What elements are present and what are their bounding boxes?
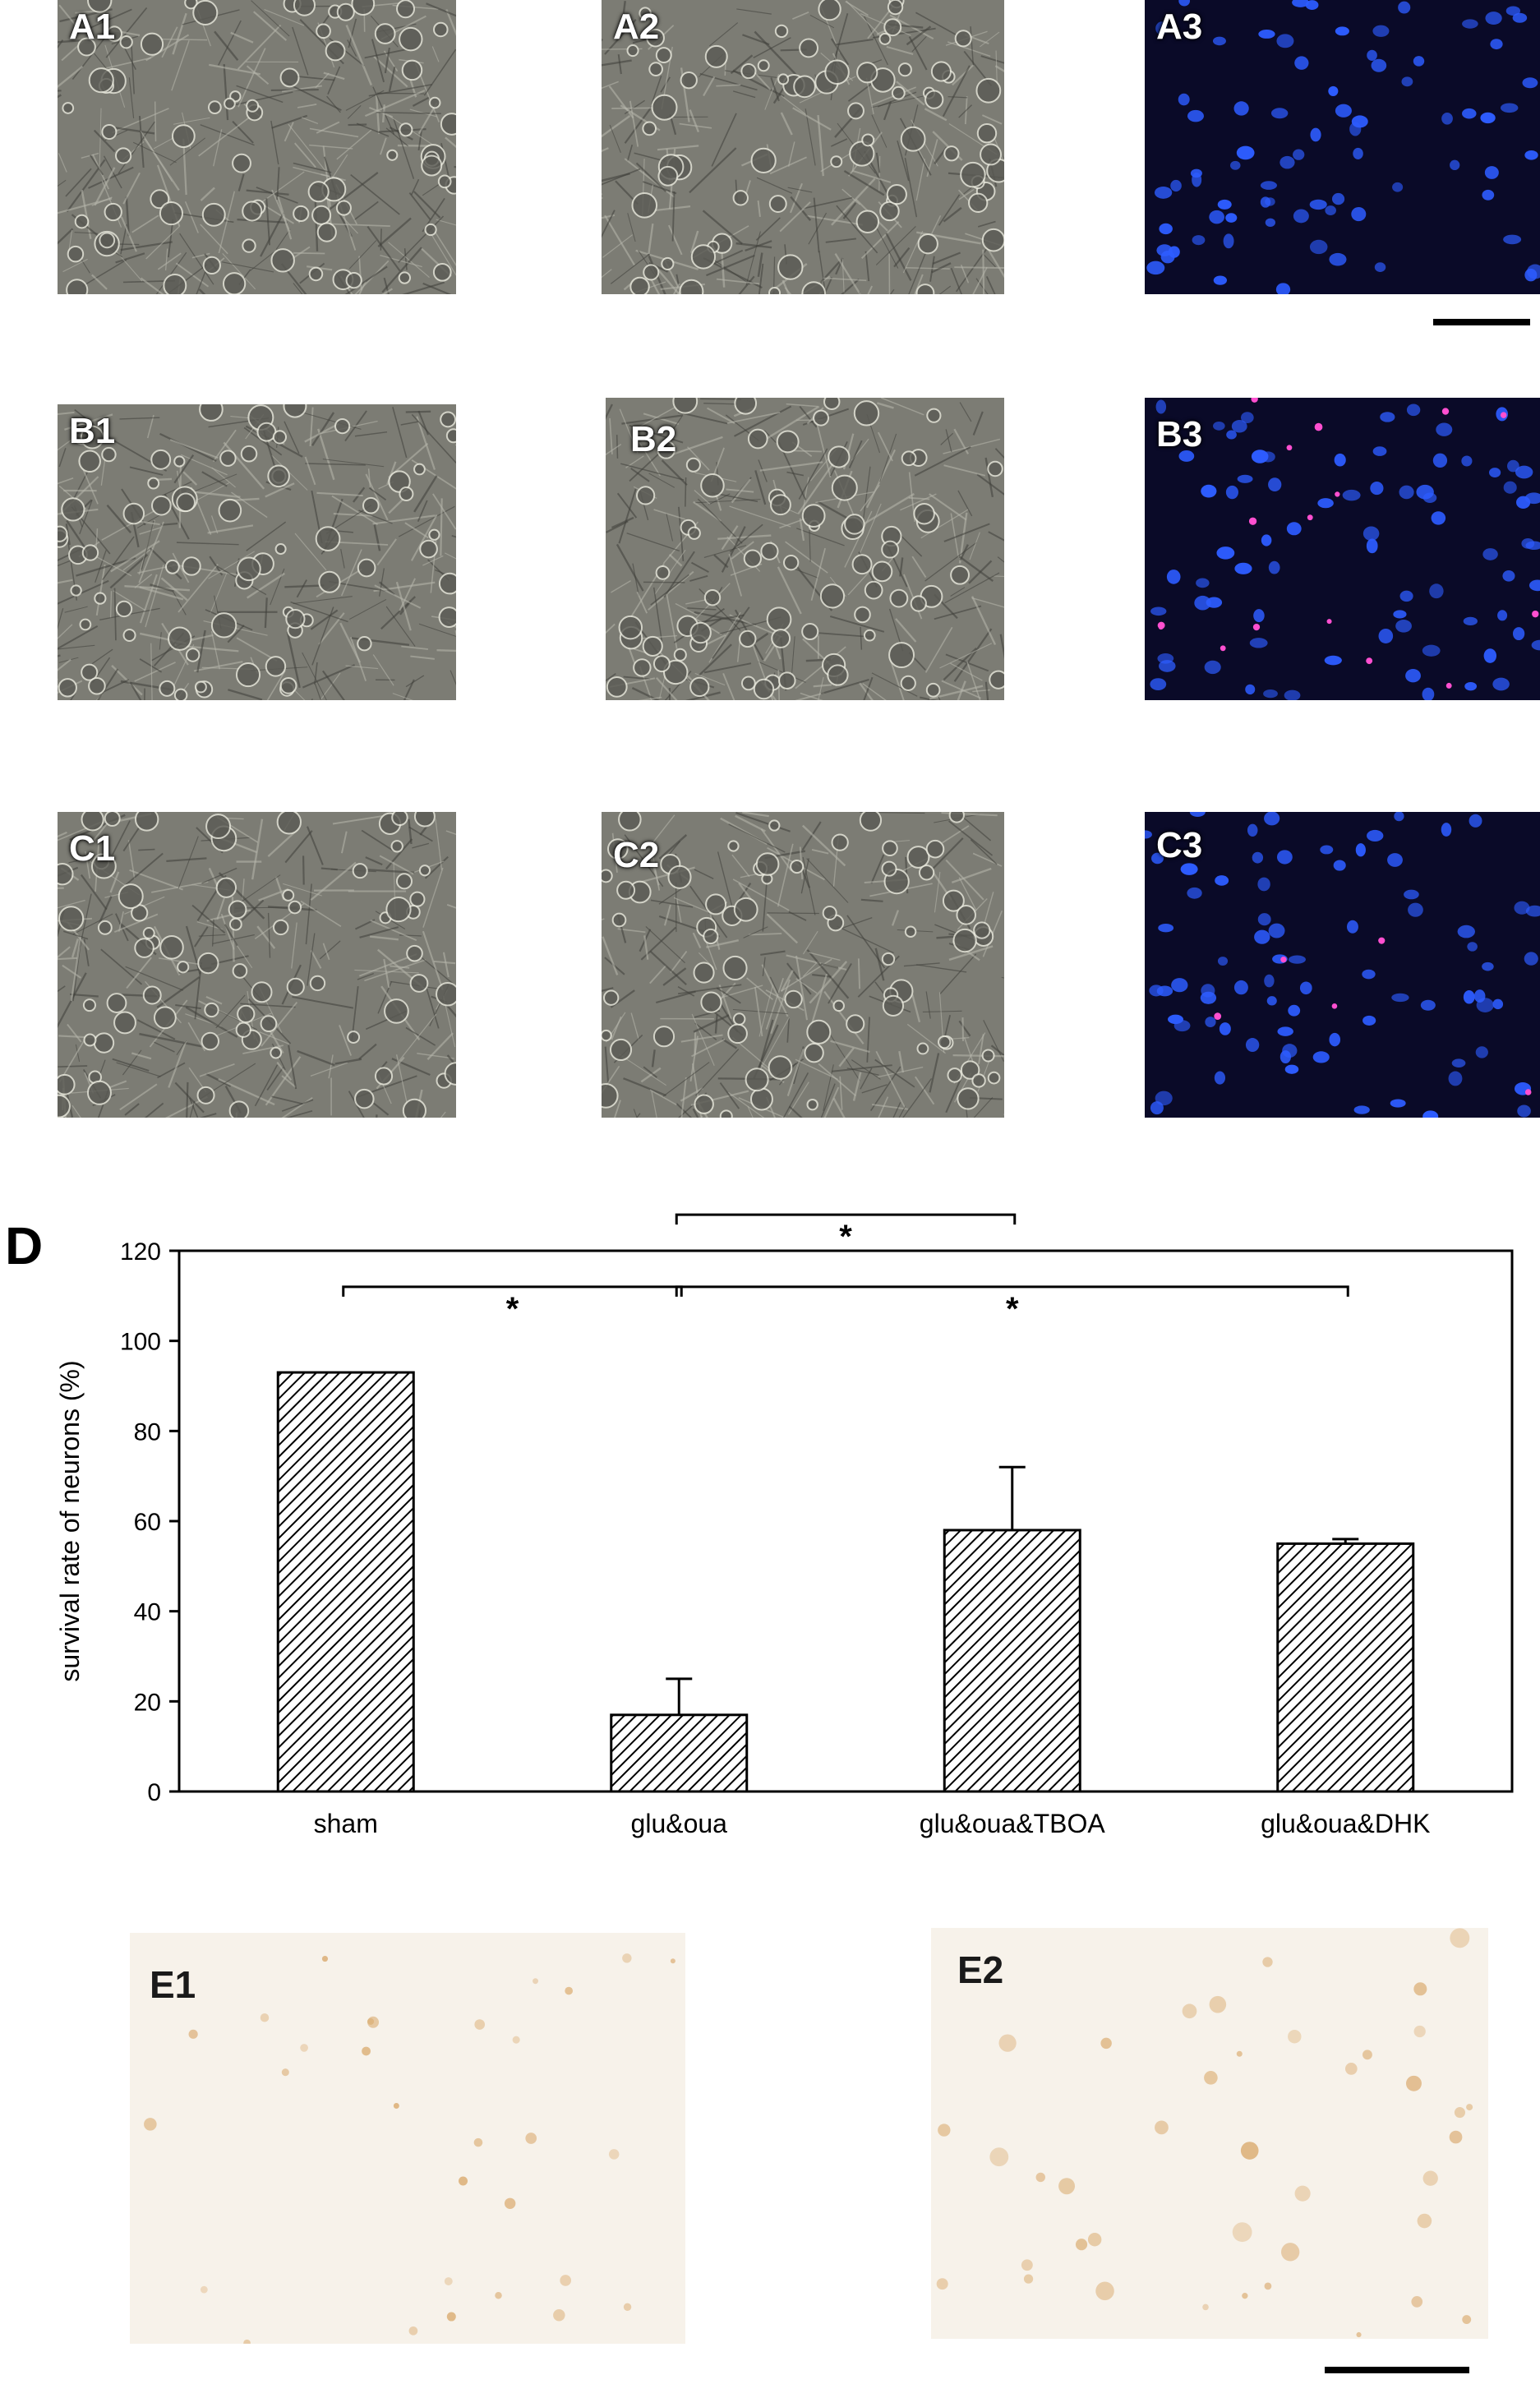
micrograph-texture <box>931 1928 1488 2339</box>
micrograph-texture <box>1145 398 1540 700</box>
significance-marker-0: * <box>506 1291 519 1327</box>
y-tick-label: 0 <box>147 1779 161 1806</box>
micrograph-texture <box>58 404 456 700</box>
micrograph-texture <box>1145 0 1540 294</box>
panel-label-b1: B1 <box>69 411 116 451</box>
scale-bar-a <box>1433 319 1530 325</box>
micrograph-c2: C2 <box>602 812 1004 1118</box>
micrograph-texture <box>58 0 456 294</box>
category-label-0: sham <box>314 1809 378 1838</box>
category-label-1: glu&oua <box>631 1809 728 1838</box>
y-axis-label: survival rate of neurons (%) <box>55 1360 85 1681</box>
category-label-3: glu&oua&DHK <box>1261 1809 1430 1838</box>
significance-marker-2: * <box>839 1219 852 1255</box>
y-tick-label: 20 <box>134 1689 161 1716</box>
scale-bar-e <box>1325 2367 1469 2373</box>
micrograph-texture <box>58 812 456 1118</box>
panel-label-a2: A2 <box>613 7 660 47</box>
category-label-2: glu&oua&TBOA <box>920 1809 1106 1838</box>
micrograph-texture <box>1145 812 1540 1118</box>
micrograph-e2: E2 <box>931 1928 1488 2339</box>
micrograph-texture <box>602 0 1004 294</box>
micrograph-a1: A1 <box>58 0 456 294</box>
panel-label-a3: A3 <box>1156 7 1203 47</box>
significance-bracket-2 <box>675 1213 1017 1225</box>
survival-chart: D 0 20 40 60 80 100 120 survival rate of neuron… <box>0 1200 1540 1857</box>
micrograph-b2: B2 <box>606 398 1004 700</box>
panel-label-a1: A1 <box>69 7 116 47</box>
panel-label-c3: C3 <box>1156 825 1203 865</box>
micrograph-b1: B1 <box>58 404 456 700</box>
micrograph-texture <box>130 1933 685 2344</box>
panel-label-b2: B2 <box>630 419 677 459</box>
y-tick-label: 60 <box>134 1509 161 1536</box>
panel-label-c1: C1 <box>69 828 116 869</box>
fluorescence-a3: A3 <box>1145 0 1540 294</box>
panel-label-e2: E2 <box>957 1948 1004 1991</box>
chart-panel-label: D <box>5 1216 43 1275</box>
panel-label-c2: C2 <box>613 835 660 875</box>
y-tick-label: 40 <box>134 1599 161 1626</box>
micrograph-e1: E1 <box>130 1933 685 2344</box>
bar-0 <box>276 1371 415 1793</box>
significance-bracket-1 <box>675 1285 1349 1297</box>
y-tick-label: 80 <box>134 1418 161 1446</box>
fluorescence-b3: B3 <box>1145 398 1540 700</box>
panel-label-b3: B3 <box>1156 414 1203 454</box>
micrograph-texture <box>606 398 1004 700</box>
panel-label-e1: E1 <box>150 1963 196 2006</box>
bar-1 <box>610 1713 749 1793</box>
bar-3 <box>1276 1542 1415 1793</box>
significance-bracket-0 <box>342 1285 683 1297</box>
y-tick-label: 100 <box>120 1329 161 1356</box>
significance-marker-1: * <box>1006 1291 1019 1327</box>
bar-2 <box>943 1529 1081 1793</box>
micrograph-a2: A2 <box>602 0 1004 294</box>
y-tick-label: 120 <box>120 1238 161 1266</box>
fluorescence-c3: C3 <box>1145 812 1540 1118</box>
micrograph-texture <box>602 812 1004 1118</box>
micrograph-c1: C1 <box>58 812 456 1118</box>
